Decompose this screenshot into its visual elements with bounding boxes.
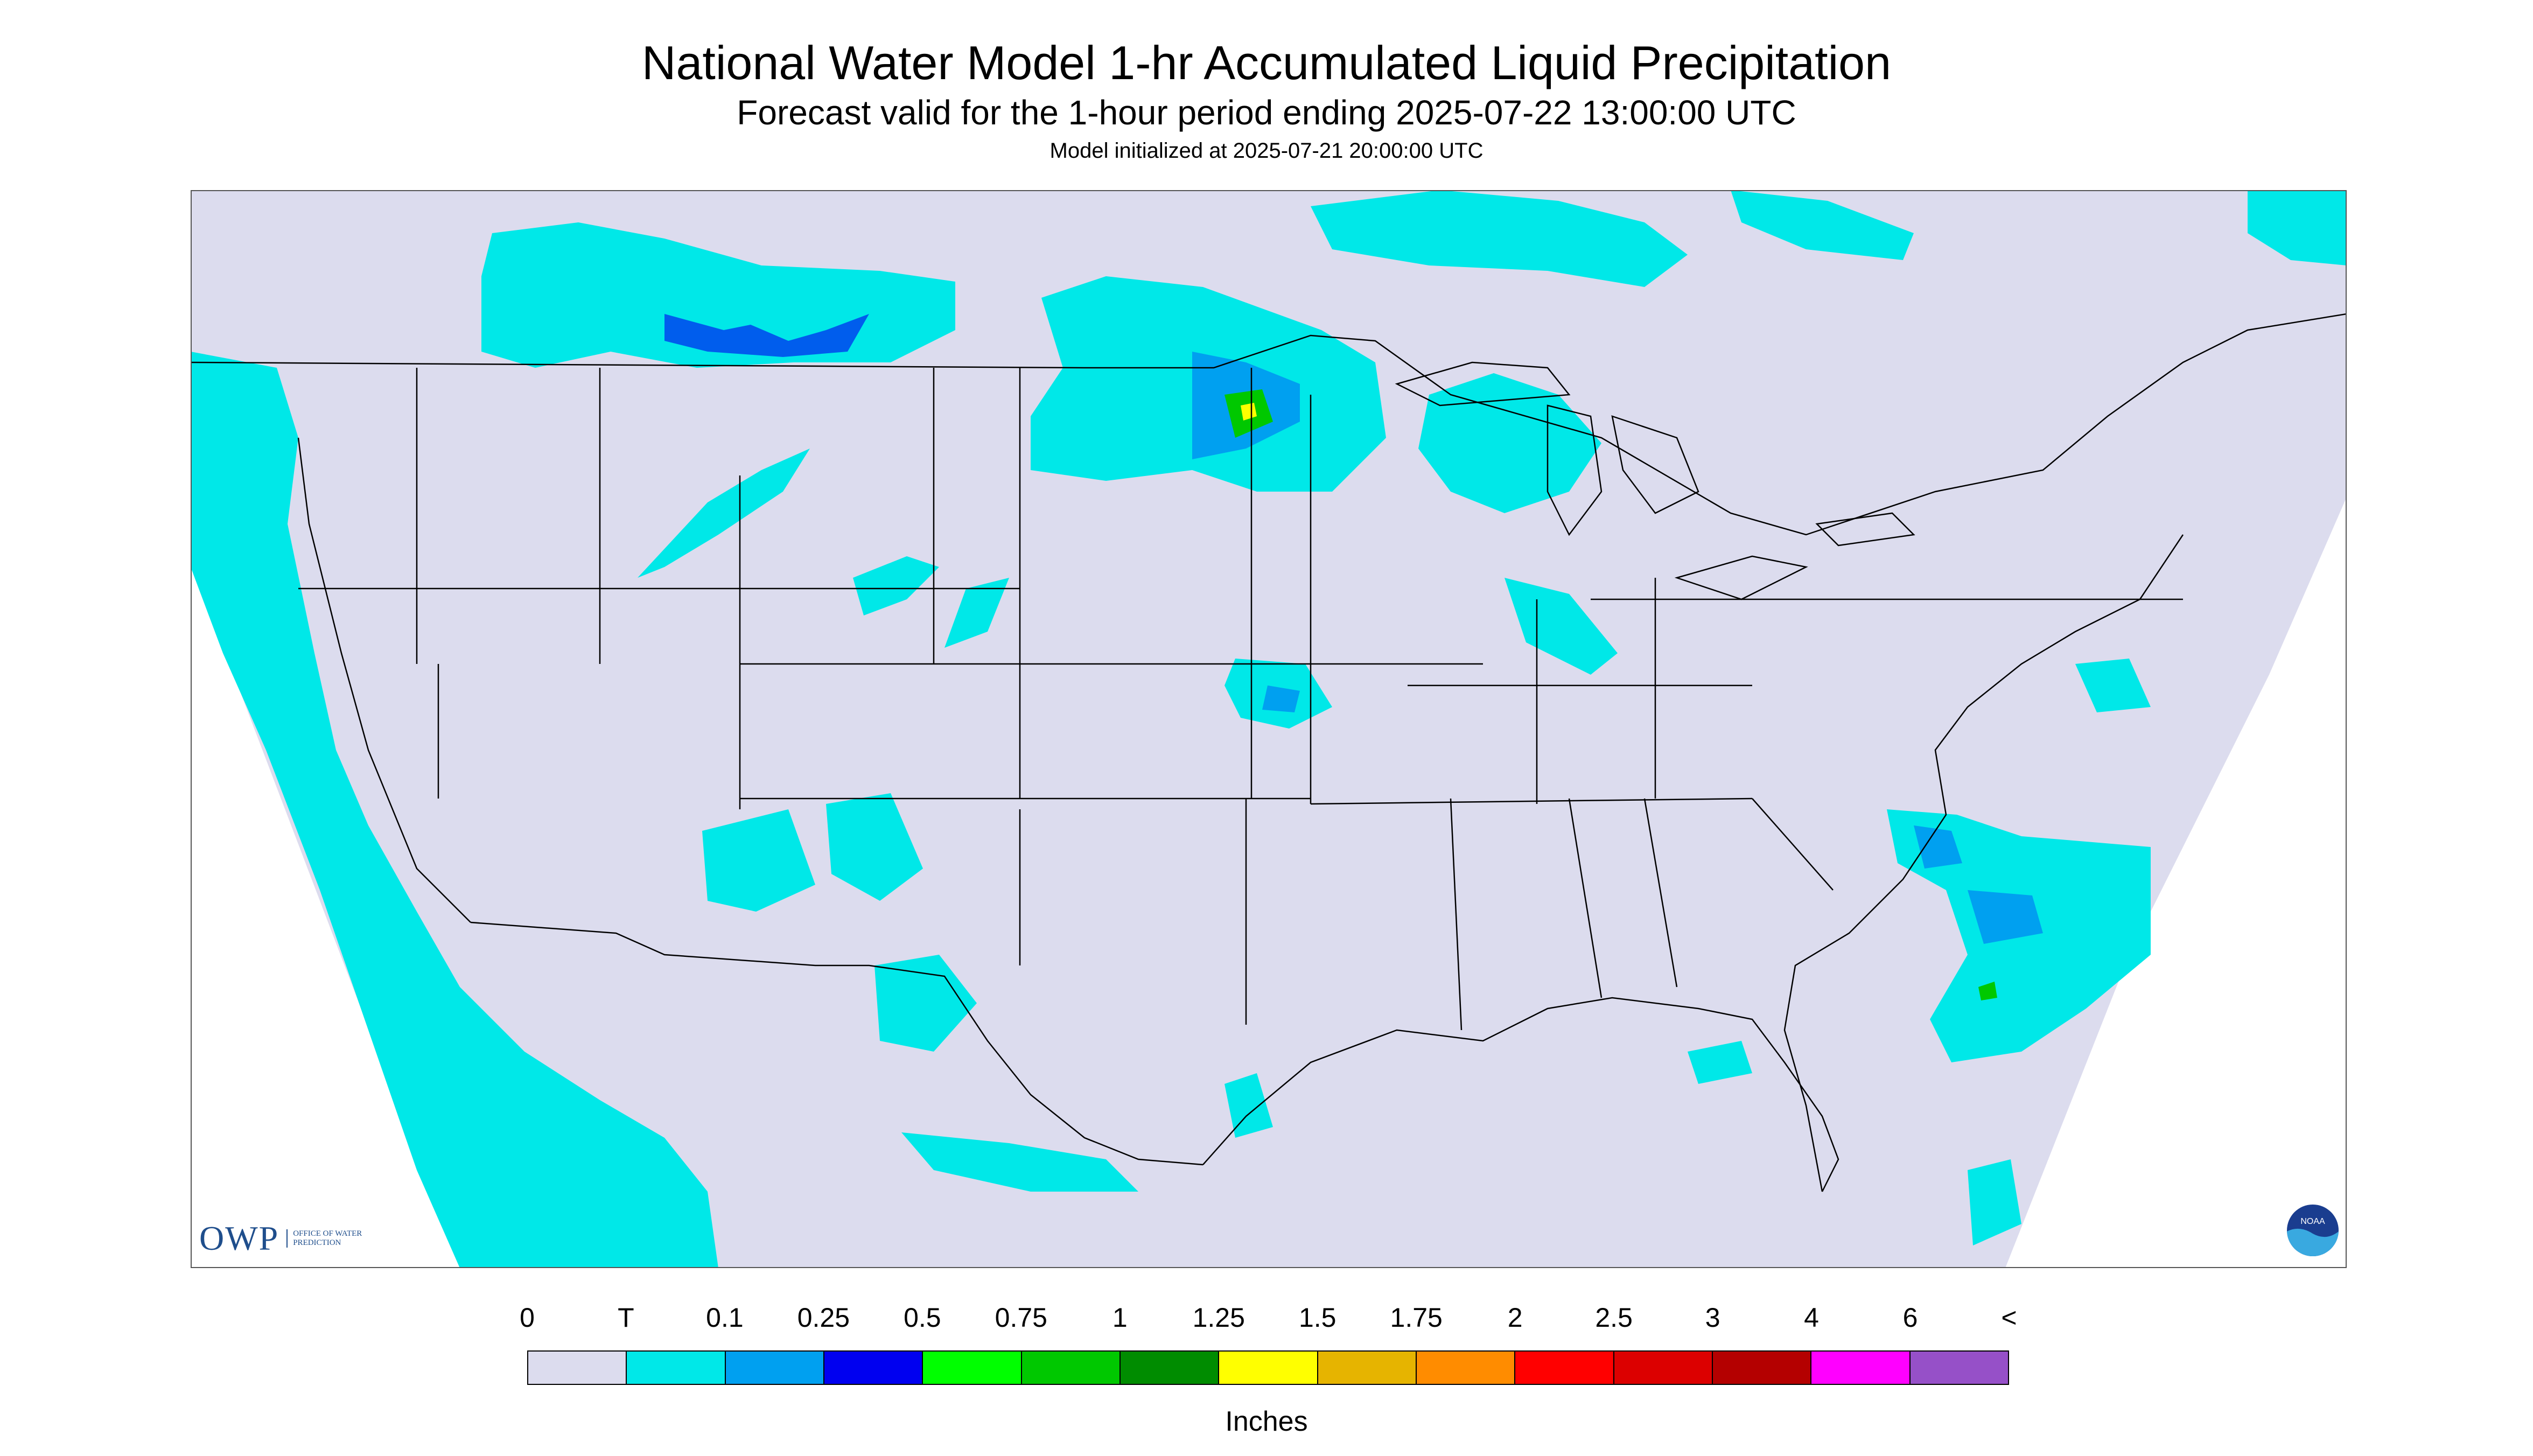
precip-mid-atlantic <box>2075 659 2151 712</box>
map-title: National Water Model 1-hr Accumulated Li… <box>641 36 1892 89</box>
precip-atlantic-core <box>1978 982 1997 1000</box>
legend-swatch <box>923 1352 1022 1384</box>
legend-units: Inches <box>1225 1406 1308 1437</box>
precip-new-mexico <box>826 793 923 901</box>
legend-swatch <box>1811 1352 1911 1384</box>
precip-colorado <box>944 578 1009 648</box>
legend-swatch <box>1712 1352 1812 1384</box>
political-borders <box>191 313 2347 1192</box>
precip-montana-core <box>664 314 869 357</box>
noaa-logo: NOAA <box>2287 1205 2339 1256</box>
great-lakes <box>1395 361 1915 600</box>
precip-atlantic-heavy <box>1968 890 2043 944</box>
owp-logo-mark: OWP <box>199 1219 279 1257</box>
precip-carolinas-heavy <box>1914 825 1962 869</box>
precip-dakotas-peak <box>1241 403 1257 421</box>
legend-label: 0.75 <box>995 1303 1047 1333</box>
precip-idaho-streak <box>638 449 810 578</box>
precip-michigan <box>1505 578 1618 675</box>
legend-swatch <box>627 1352 726 1384</box>
model-init-line: Model initialized at 2025-07-21 20:00:00… <box>1049 139 1484 163</box>
outside-domain-right <box>2005 497 2347 1268</box>
legend-color-bar <box>527 1350 2009 1385</box>
precip-pacific-band <box>191 352 718 1268</box>
legend-swatch <box>1219 1352 1318 1384</box>
precip-canada-far-ne <box>2248 190 2347 265</box>
precip-canada-north <box>1311 190 1688 287</box>
legend-label: 2.5 <box>1595 1303 1633 1333</box>
legend-label: 1 <box>1112 1303 1128 1333</box>
precip-florida-south <box>1968 1159 2021 1245</box>
legend-label: T <box>618 1303 634 1333</box>
legend-label: 3 <box>1705 1303 1720 1333</box>
legend-swatch <box>1614 1352 1713 1384</box>
legend-label: 0.5 <box>904 1303 941 1333</box>
precip-west-texas <box>874 955 977 1052</box>
legend-label: 0.25 <box>797 1303 850 1333</box>
legend-label: 0 <box>520 1303 535 1333</box>
precip-mexico <box>901 1132 1138 1192</box>
legend-swatch <box>1021 1352 1121 1384</box>
legend-swatch <box>725 1352 824 1384</box>
legend-label: 1.5 <box>1298 1303 1337 1333</box>
legend-swatch <box>1318 1352 1417 1384</box>
legend-swatch <box>1120 1352 1220 1384</box>
precip-texas-coast <box>1224 1073 1273 1138</box>
owp-logo-text: OFFICE OF WATER PREDICTION <box>286 1229 379 1248</box>
legend-swatch <box>1910 1352 2008 1384</box>
legend-swatch <box>1416 1352 1516 1384</box>
legend-label: 1.75 <box>1390 1303 1443 1333</box>
precip-arizona <box>702 809 815 912</box>
map-frame <box>191 190 2347 1268</box>
legend-labels: 0 T 0.1 0.25 0.5 0.75 1 1.25 1.5 1.75 2 2.5 3 4 6 < <box>0 1302 2533 1340</box>
legend-label: 6 <box>1902 1303 1918 1333</box>
noaa-logo-text: NOAA <box>2300 1217 2325 1226</box>
precip-wyoming <box>853 556 939 615</box>
precipitation-map <box>191 190 2347 1268</box>
legend-label: 0.1 <box>706 1303 744 1333</box>
legend-swatch <box>528 1352 627 1384</box>
legend-label: < <box>2001 1303 2017 1333</box>
precip-canada-ne <box>1731 190 1914 260</box>
legend-swatch <box>824 1352 923 1384</box>
precip-gulf-florida <box>1688 1041 1752 1084</box>
legend-label: 1.25 <box>1192 1303 1245 1333</box>
map-subtitle: Forecast valid for the 1-hour period end… <box>737 93 1796 132</box>
owp-logo: OWP OFFICE OF WATER PREDICTION <box>199 1219 379 1257</box>
legend-swatch <box>1515 1352 1614 1384</box>
precip-kansas-core <box>1262 685 1300 712</box>
legend-label: 2 <box>1507 1303 1523 1333</box>
legend-label: 4 <box>1804 1303 1819 1333</box>
